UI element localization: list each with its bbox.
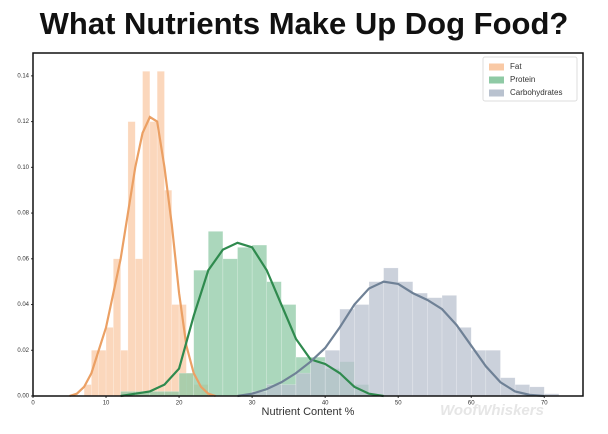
y-tick-label: 0.14 bbox=[17, 73, 29, 79]
bar bbox=[127, 121, 136, 397]
bar bbox=[135, 258, 143, 397]
legend-swatch bbox=[489, 63, 504, 71]
kde-line bbox=[69, 115, 216, 398]
x-tick-label: 50 bbox=[395, 401, 402, 407]
legend-label: Fat bbox=[510, 62, 522, 71]
bar bbox=[98, 350, 107, 397]
legend-label: Carbohydrates bbox=[510, 88, 562, 97]
bar bbox=[222, 258, 238, 397]
bar bbox=[237, 247, 253, 397]
bar bbox=[456, 327, 472, 397]
bar bbox=[149, 121, 158, 397]
x-tick-label: 20 bbox=[176, 401, 183, 407]
bar bbox=[295, 372, 311, 397]
bar bbox=[354, 304, 370, 397]
legend-swatch bbox=[489, 76, 504, 84]
x-tick-label: 10 bbox=[103, 401, 110, 407]
x-tick-label: 70 bbox=[541, 401, 548, 407]
x-tick-label: 60 bbox=[468, 401, 475, 407]
bar bbox=[208, 231, 224, 397]
y-tick-label: 0.04 bbox=[17, 302, 29, 308]
bar bbox=[281, 384, 297, 397]
bar bbox=[105, 327, 114, 397]
watermark: WoofWhiskers bbox=[440, 402, 544, 419]
kde-line bbox=[237, 280, 545, 398]
bar bbox=[171, 304, 180, 397]
bar bbox=[120, 350, 129, 397]
bar bbox=[310, 361, 326, 397]
legend-label: Protein bbox=[510, 75, 535, 84]
y-tick-label: 0.10 bbox=[17, 165, 29, 171]
bar bbox=[427, 297, 443, 397]
legend-box bbox=[482, 56, 578, 102]
y-tick-label: 0.02 bbox=[17, 348, 29, 354]
bar bbox=[156, 71, 165, 397]
chart-title: What Nutrients Make Up Dog Food? bbox=[40, 6, 569, 41]
y-tick-label: 0.00 bbox=[17, 394, 29, 400]
bar bbox=[368, 281, 384, 397]
plot-frame bbox=[32, 52, 584, 397]
y-tick-label: 0.06 bbox=[17, 256, 29, 262]
kde-line bbox=[120, 241, 384, 398]
x-tick-label: 40 bbox=[322, 401, 329, 407]
bar bbox=[324, 350, 341, 397]
y-tick-label: 0.08 bbox=[17, 211, 29, 217]
bar bbox=[281, 304, 297, 397]
legend-swatch bbox=[489, 89, 504, 97]
x-tick-label: 30 bbox=[249, 401, 256, 407]
bar bbox=[383, 267, 399, 397]
bar bbox=[178, 372, 194, 397]
x-tick-label: 0 bbox=[31, 401, 35, 407]
bar bbox=[412, 292, 428, 397]
x-axis-label: Nutrient Content % bbox=[262, 406, 355, 418]
bar bbox=[397, 281, 414, 397]
y-tick-label: 0.12 bbox=[17, 119, 29, 125]
